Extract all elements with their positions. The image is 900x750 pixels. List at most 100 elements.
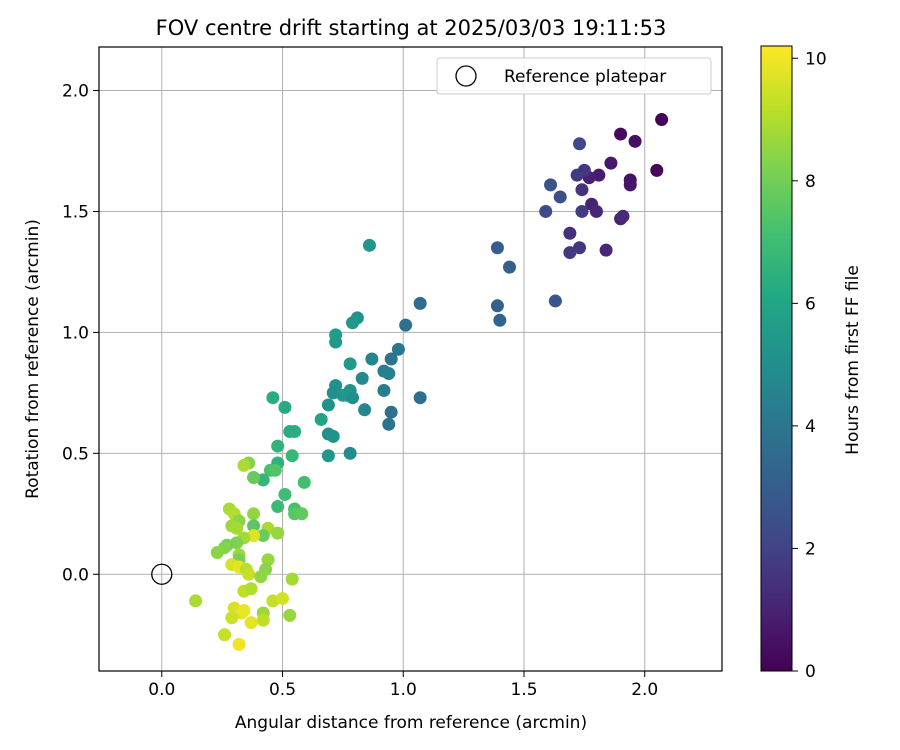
data-point <box>503 260 517 274</box>
data-point <box>616 209 630 223</box>
data-point <box>189 594 203 608</box>
data-point <box>377 383 391 397</box>
data-point <box>575 204 589 218</box>
data-point <box>278 400 292 414</box>
data-point <box>365 352 379 366</box>
data-point <box>321 449 335 463</box>
legend-box <box>436 57 712 95</box>
x-axis-ticks: 0.0 0.5 1.0 1.5 2.0 <box>148 671 658 700</box>
scatter-points <box>189 113 669 651</box>
reference-platepar-marker <box>151 563 173 585</box>
data-point <box>413 296 427 310</box>
data-point <box>391 342 405 356</box>
data-point <box>210 545 224 559</box>
data-point <box>288 425 302 439</box>
data-point <box>628 134 642 148</box>
data-point <box>493 313 507 327</box>
data-point <box>266 391 280 405</box>
data-point <box>247 507 261 521</box>
x-axis-label: Angular distance from reference (arcmin) <box>235 713 587 733</box>
data-point <box>285 449 299 463</box>
data-point <box>358 403 372 417</box>
x-tick-label: 1.0 <box>390 680 417 700</box>
colorbar-tick-label: 2 <box>805 539 816 559</box>
data-point <box>563 226 577 240</box>
data-point <box>237 458 251 472</box>
legend-marker-icon <box>455 65 477 87</box>
data-point <box>268 463 282 477</box>
data-point <box>544 178 558 192</box>
y-tick-label: 0.5 <box>62 444 89 464</box>
data-point <box>490 299 504 313</box>
data-point <box>346 316 360 330</box>
data-point <box>244 616 258 630</box>
data-point <box>232 637 246 651</box>
data-point <box>242 567 256 581</box>
data-point <box>271 439 285 453</box>
colorbar-tick-label: 0 <box>805 662 816 682</box>
data-point <box>413 391 427 405</box>
data-point <box>346 391 360 405</box>
data-point <box>575 183 589 197</box>
data-point <box>321 398 335 412</box>
colorbar-ticks: 0 2 4 6 8 10 <box>792 49 827 682</box>
data-point <box>276 591 290 605</box>
data-point <box>553 190 567 204</box>
y-tick-label: 1.5 <box>62 202 89 222</box>
data-point <box>650 163 664 177</box>
data-point <box>599 243 613 257</box>
data-point <box>382 417 396 431</box>
colorbar-label: Hours from first FF file <box>843 265 863 455</box>
data-point <box>256 613 270 627</box>
data-point <box>343 446 357 460</box>
data-point <box>399 318 413 332</box>
data-point <box>218 628 232 642</box>
data-point <box>329 335 343 349</box>
data-point <box>623 178 637 192</box>
colorbar-tick-label: 4 <box>805 417 816 437</box>
data-point <box>295 507 309 521</box>
data-point <box>539 204 553 218</box>
data-point <box>326 429 340 443</box>
data-point <box>244 582 258 596</box>
chart-title: FOV centre drift starting at 2025/03/03 … <box>156 16 667 40</box>
data-point <box>604 156 618 170</box>
x-tick-label: 2.0 <box>631 680 658 700</box>
colorbar <box>760 45 793 672</box>
y-axis-label: Rotation from reference (arcmin) <box>23 219 43 499</box>
data-point <box>254 570 268 584</box>
data-point <box>384 405 398 419</box>
grid-lines <box>99 47 722 671</box>
data-point <box>563 246 577 260</box>
x-tick-label: 1.5 <box>510 680 537 700</box>
y-tick-label: 1.0 <box>62 323 89 343</box>
data-point <box>384 352 398 366</box>
x-tick-label: 0.0 <box>148 680 175 700</box>
data-point <box>614 127 628 141</box>
data-point <box>297 475 311 489</box>
data-point <box>570 168 584 182</box>
data-point <box>271 500 285 514</box>
data-point <box>278 487 292 501</box>
y-axis-ticks: 0.0 0.5 1.0 1.5 2.0 <box>62 82 99 585</box>
data-point <box>490 241 504 255</box>
data-point <box>237 604 251 618</box>
data-point <box>382 367 396 381</box>
data-point <box>355 371 369 385</box>
colorbar-tick-label: 6 <box>805 294 816 314</box>
legend: Reference platepar <box>436 57 712 95</box>
data-point <box>230 521 244 535</box>
data-point <box>225 611 239 625</box>
legend-label: Reference platepar <box>504 67 666 87</box>
data-point <box>655 113 669 127</box>
data-point <box>271 526 285 540</box>
y-tick-label: 2.0 <box>62 82 89 102</box>
data-point <box>573 137 587 151</box>
data-point <box>573 241 587 255</box>
x-tick-label: 0.5 <box>269 680 296 700</box>
reference-point <box>151 563 173 585</box>
data-point <box>256 529 270 543</box>
colorbar-tick-label: 8 <box>805 172 816 192</box>
data-point <box>548 294 562 308</box>
